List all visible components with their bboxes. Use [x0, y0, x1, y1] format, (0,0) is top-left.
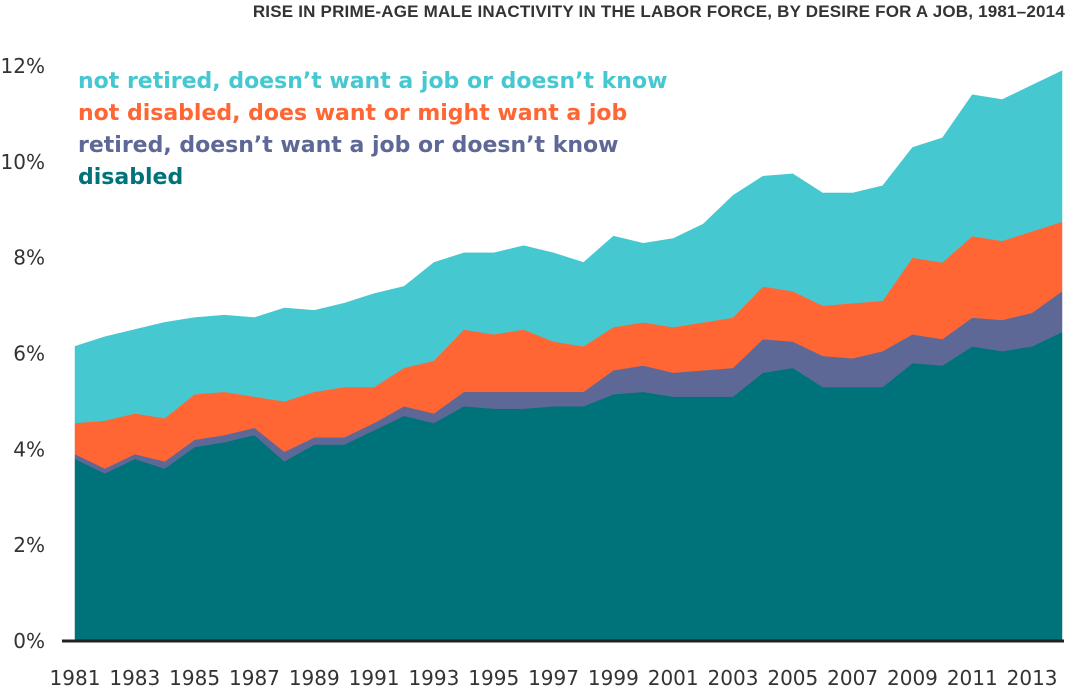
x-tick-label: 2013	[1007, 666, 1058, 690]
x-tick-label: 1981	[50, 666, 101, 690]
x-tick-label: 1999	[588, 666, 639, 690]
x-tick-label: 2007	[827, 666, 878, 690]
y-tick-label: 10%	[1, 150, 45, 174]
chart-title: RISE IN PRIME-AGE MALE INACTIVITY IN THE…	[252, 2, 1065, 21]
x-tick-label: 1983	[109, 666, 160, 690]
x-tick-label: 2005	[767, 666, 818, 690]
x-tick-label: 1987	[229, 666, 280, 690]
x-tick-label: 1993	[408, 666, 459, 690]
y-tick-label: 8%	[13, 246, 45, 270]
legend-entry: disabled	[78, 165, 183, 190]
y-tick-label: 4%	[13, 437, 45, 461]
x-tick-label: 1997	[528, 666, 579, 690]
x-tick-label: 1985	[169, 666, 220, 690]
legend-entry: not retired, doesn’t want a job or doesn…	[78, 69, 667, 94]
y-tick-label: 6%	[13, 342, 45, 366]
legend-entry: retired, doesn’t want a job or doesn’t k…	[78, 133, 618, 158]
y-tick-label: 0%	[13, 629, 45, 653]
legend-entry: not disabled, does want or might want a …	[78, 101, 627, 126]
x-tick-label: 1995	[468, 666, 519, 690]
y-axis-ticks: 0% 2% 4% 6% 8% 10% 12%	[1, 54, 45, 653]
x-tick-label: 2001	[648, 666, 699, 690]
legend: not retired, doesn’t want a job or doesn…	[78, 69, 667, 190]
x-tick-label: 2009	[887, 666, 938, 690]
x-tick-label: 2011	[947, 666, 998, 690]
area-layers	[74, 70, 1063, 642]
y-tick-label: 12%	[1, 54, 45, 78]
x-tick-label: 1991	[349, 666, 400, 690]
x-tick-label: 1989	[289, 666, 340, 690]
x-tick-label: 2003	[708, 666, 759, 690]
y-tick-label: 2%	[13, 533, 45, 557]
x-axis-ticks: 1981 1983 1985 1987 1989 1991 1993 1995 1997 1999…	[50, 666, 1058, 690]
area-series-3	[74, 70, 1063, 424]
